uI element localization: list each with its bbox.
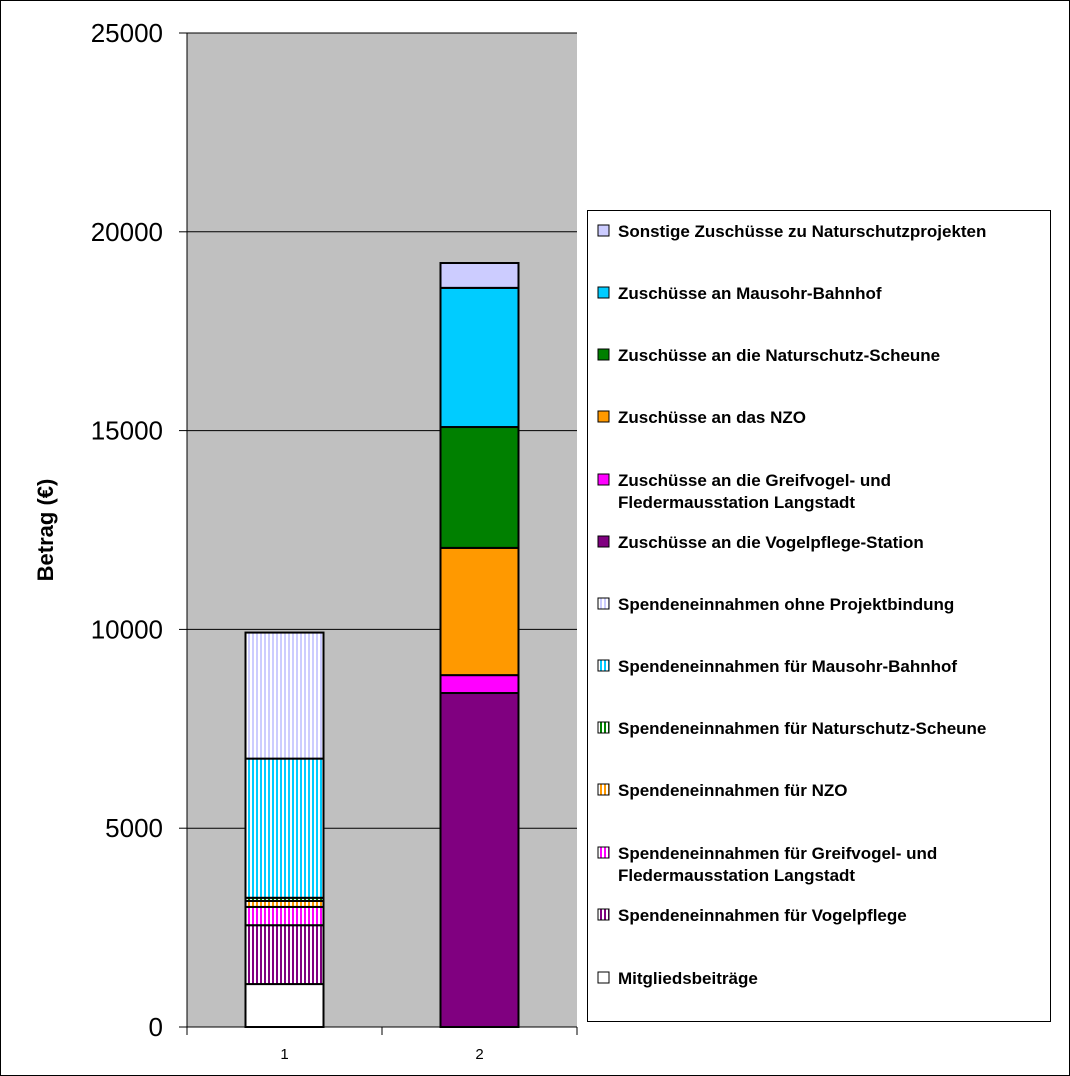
y-tick-label: 0 [149,1012,163,1042]
legend-swatch [597,410,610,423]
bar-segment [439,262,520,289]
legend-swatch [597,473,610,486]
legend-label: Spendeneinnahmen für NZO [618,781,848,800]
legend-label: Spendeneinnahmen für Vogelpflege [618,906,907,925]
y-tick-label: 20000 [91,217,163,247]
legend-swatch [597,224,610,237]
legend-item: Zuschüsse an die Greifvogel- und Flederma… [597,471,891,512]
legend-label: Spendeneinnahmen für Mausohr-Bahnhof [618,657,957,676]
legend-item: Zuschüsse an die Naturschutz-Scheune [597,346,940,365]
bar-segment [439,426,520,549]
legend-swatch [597,286,610,299]
y-tick-label: 10000 [91,614,163,644]
y-tick-label: 15000 [91,416,163,446]
x-tick-label: 2 [475,1046,483,1063]
y-tick-label: 5000 [105,813,163,843]
bar-segment [439,692,520,1028]
bar-segment [244,983,325,1029]
bar-segment [244,924,325,986]
legend-swatch [597,971,610,984]
y-tick-label: 25000 [91,18,163,48]
legend-item: Spendeneinnahmen für Vogelpflege [597,906,907,925]
legend-item: Zuschüsse an das NZO [597,408,806,427]
legend-swatch [597,597,610,610]
bar-segment [439,674,520,695]
legend: Sonstige Zuschüsse zu Naturschutzprojekt… [587,210,1051,1022]
y-axis-label: Betrag (€) [33,479,58,582]
legend-swatch [597,348,610,361]
legend-item: Spendeneinnahmen für Greifvogel- und Fled… [597,844,937,885]
legend-label: Spendeneinnahmen ohne Projektbindung [618,595,954,614]
legend-label: Fledermausstation Langstadt [618,493,855,512]
legend-swatch [597,535,610,548]
legend-item: Zuschüsse an Mausohr-Bahnhof [597,284,882,303]
bar-segment [244,757,325,899]
legend-item: Spendeneinnahmen ohne Projektbindung [597,595,954,614]
legend-swatch [597,846,610,859]
legend-item: Sonstige Zuschüsse zu Naturschutzprojekt… [597,222,986,241]
legend-item: Spendeneinnahmen für Mausohr-Bahnhof [597,657,957,676]
legend-label: Mitgliedsbeiträge [618,969,758,988]
legend-swatch [597,659,610,672]
legend-label: Zuschüsse an die Vogelpflege-Station [618,533,924,552]
x-tick-label: 1 [280,1046,288,1063]
bar-segment [244,631,325,760]
legend-label: Zuschüsse an das NZO [618,408,806,427]
legend-label: Fledermausstation Langstadt [618,866,855,885]
legend-swatch [597,721,610,734]
legend-swatch [597,783,610,796]
legend-label: Spendeneinnahmen für Greifvogel- und [618,844,937,863]
legend-label: Zuschüsse an Mausohr-Bahnhof [618,284,882,303]
legend-label: Zuschüsse an die Greifvogel- und [618,471,891,490]
bar-segment [439,286,520,429]
legend-swatch [597,908,610,921]
legend-item: Mitgliedsbeiträge [597,969,758,988]
legend-item: Zuschüsse an die Vogelpflege-Station [597,533,924,552]
legend-label: Sonstige Zuschüsse zu Naturschutzprojekt… [618,222,986,241]
legend-item: Spendeneinnahmen für NZO [597,781,848,800]
legend-label: Zuschüsse an die Naturschutz-Scheune [618,346,940,365]
legend-label: Spendeneinnahmen für Naturschutz-Scheune [618,719,986,738]
bar-segment [244,905,325,927]
legend-item: Spendeneinnahmen für Naturschutz-Scheune [597,719,986,738]
bar-segment [439,546,520,677]
